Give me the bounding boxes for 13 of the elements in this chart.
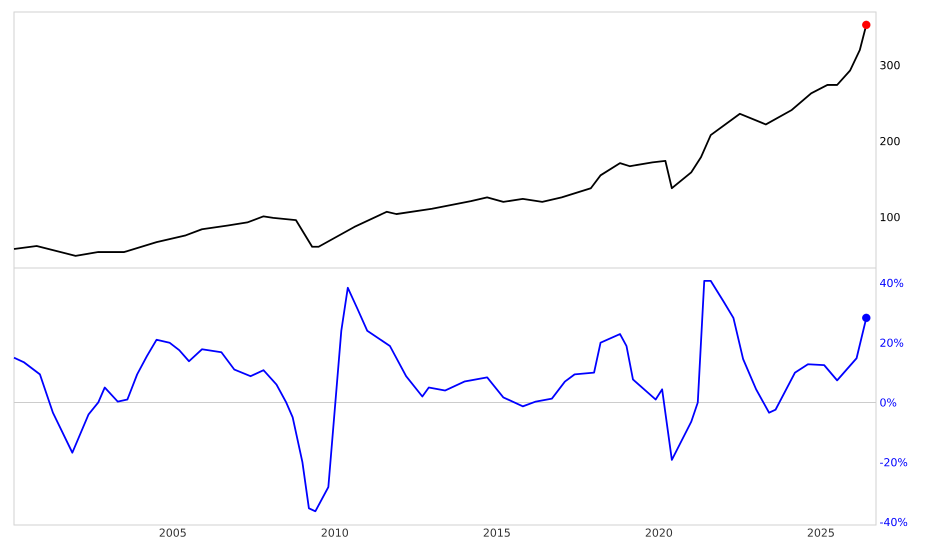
y-tick-label: -40% [880,518,908,526]
y-tick-label: 100 [880,212,900,222]
y-tick-label: 40% [880,278,904,288]
x-tick-label: 2010 [322,528,348,537]
y-tick-label: -20% [880,458,908,466]
y-tick-label: 0% [880,398,896,407]
y-tick-label: 20% [880,338,904,347]
x-tick-label: 2020 [646,528,672,537]
y-tick-label: 200 [880,137,900,146]
x-tick-label: 2005 [160,528,186,537]
x-tick-label: 2025 [808,528,834,537]
x-tick-label: 2015 [484,528,510,537]
y-tick-label: 300 [880,61,900,70]
